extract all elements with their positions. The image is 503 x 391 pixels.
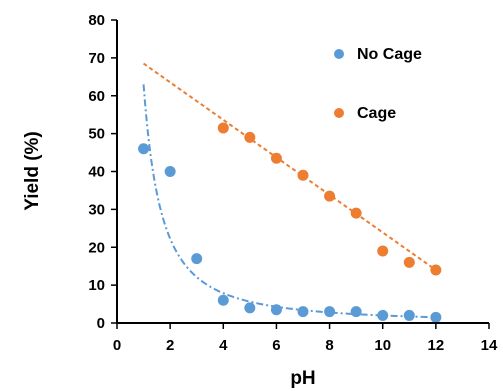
data-point-series-0	[217, 294, 229, 306]
legend: No Cage Cage	[334, 46, 422, 122]
data-point-series-0	[164, 166, 176, 177]
data-point-series-0	[244, 302, 256, 314]
plot-area	[138, 62, 442, 323]
data-point-series-1	[270, 152, 282, 164]
x-ticks: 0 2 4 6 8 10 12 14	[113, 323, 498, 354]
data-point-series-1	[297, 169, 309, 181]
y-tick-label: 50	[88, 126, 105, 143]
y-tick-label: 20	[88, 239, 105, 256]
x-tick-label: 2	[166, 337, 174, 354]
data-point-series-1	[430, 264, 442, 276]
x-tick-label: 10	[374, 337, 391, 354]
x-tick-label: 6	[272, 337, 280, 354]
y-tick-label: 10	[88, 277, 105, 294]
x-tick-label: 0	[113, 337, 121, 354]
x-axis-title: pH	[290, 368, 315, 389]
data-point-series-0	[350, 306, 362, 318]
data-point-series-1	[403, 256, 415, 268]
x-tick-label: 4	[219, 337, 228, 354]
x-tick-label: 14	[481, 337, 498, 354]
trendline-series-1	[142, 62, 437, 271]
y-axis-title: Yield (%)	[22, 131, 43, 211]
legend-label-cage: Cage	[357, 105, 396, 122]
y-tick-label: 0	[97, 315, 105, 332]
data-point-series-0	[191, 253, 203, 265]
data-point-series-0	[403, 309, 415, 321]
data-point-series-1	[324, 190, 336, 202]
legend-marker-no-cage	[334, 49, 344, 59]
data-point-series-0	[430, 311, 442, 323]
data-point-series-0	[297, 306, 309, 318]
y-tick-label: 60	[88, 88, 105, 105]
data-point-series-1	[350, 207, 362, 219]
data-point-series-0	[324, 306, 336, 318]
data-point-series-1	[244, 131, 256, 143]
y-tick-label: 80	[88, 12, 105, 29]
y-tick-label: 70	[88, 50, 105, 67]
y-ticks: 0 10 20 30 40 50 60 70 80	[88, 12, 117, 332]
y-tick-label: 40	[88, 164, 105, 181]
x-tick-label: 12	[428, 337, 445, 354]
y-tick-label: 30	[88, 201, 105, 218]
data-point-series-1	[377, 245, 389, 257]
data-point-series-0	[377, 309, 389, 321]
legend-marker-cage	[334, 108, 344, 118]
data-point-series-0	[138, 143, 150, 155]
x-tick-label: 8	[325, 337, 333, 354]
legend-label-no-cage: No Cage	[357, 46, 422, 63]
data-point-series-1	[217, 122, 229, 134]
data-point-series-0	[270, 304, 282, 316]
